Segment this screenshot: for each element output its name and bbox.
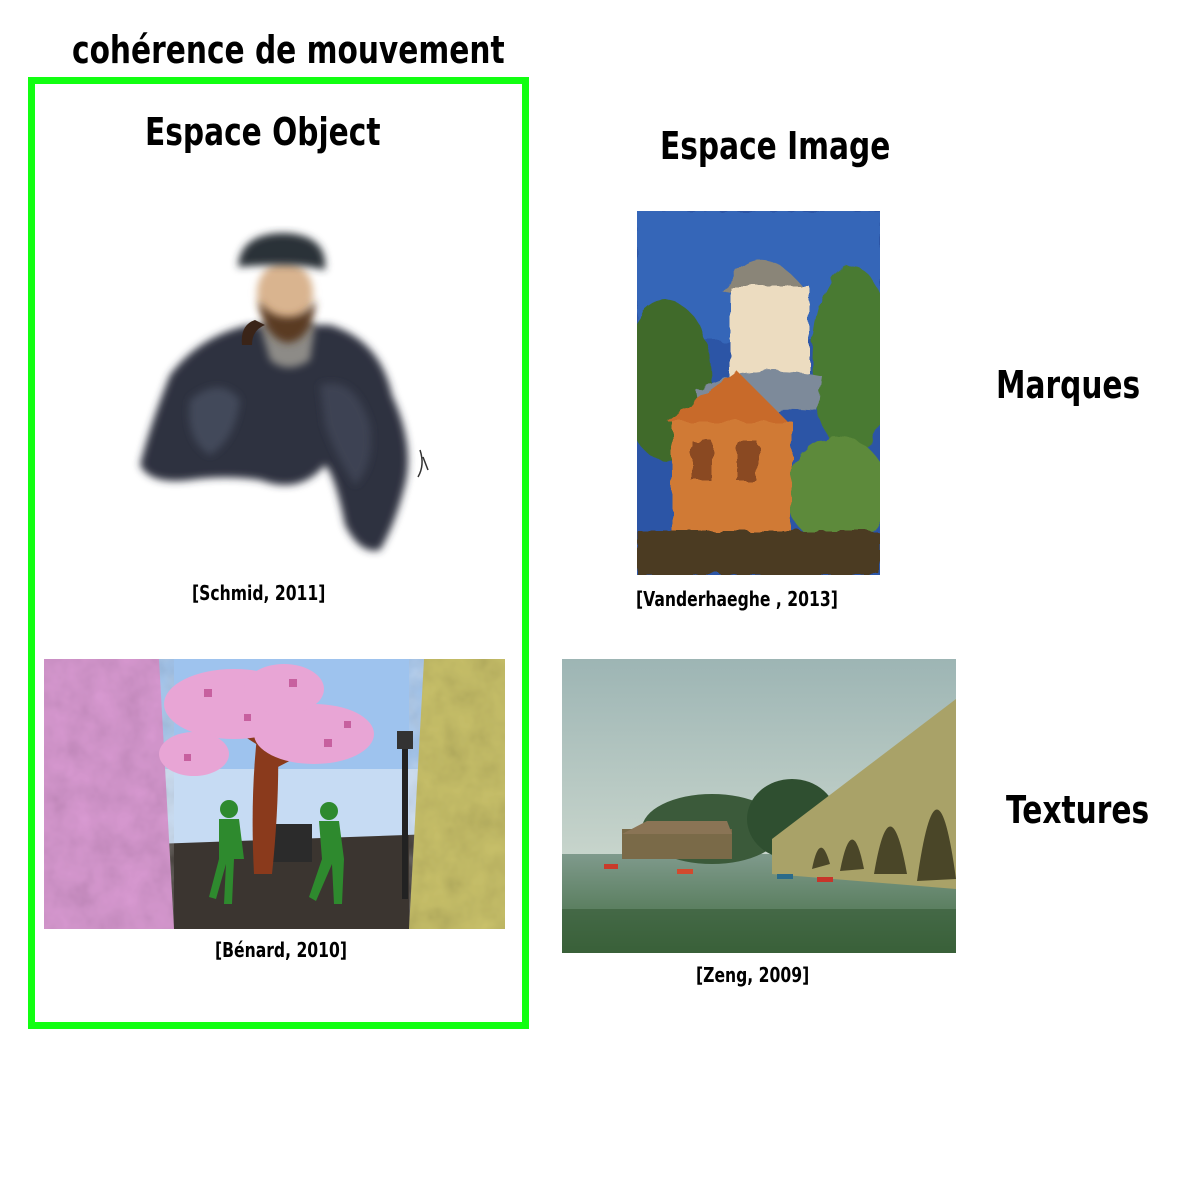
benard-caption: [Bénard, 2010]: [215, 938, 348, 962]
textures-row-label: Textures: [1006, 788, 1150, 832]
schmid-caption: [Schmid, 2011]: [192, 581, 326, 605]
benard-render-image: [44, 659, 505, 929]
zeng-painting-image: [562, 659, 956, 953]
image-space-heading: Espace Image: [660, 124, 891, 168]
object-space-heading: Espace Object: [145, 110, 381, 154]
schmid-portrait-image: [130, 225, 440, 570]
vanderhaeghe-painting-image: [637, 211, 880, 575]
motion-coherence-box: [28, 77, 529, 1029]
marks-row-label: Marques: [996, 363, 1141, 407]
zeng-caption: [Zeng, 2009]: [696, 963, 810, 987]
page-title: cohérence de mouvement: [72, 28, 505, 72]
vanderhaeghe-caption: [Vanderhaeghe , 2013]: [636, 587, 838, 611]
